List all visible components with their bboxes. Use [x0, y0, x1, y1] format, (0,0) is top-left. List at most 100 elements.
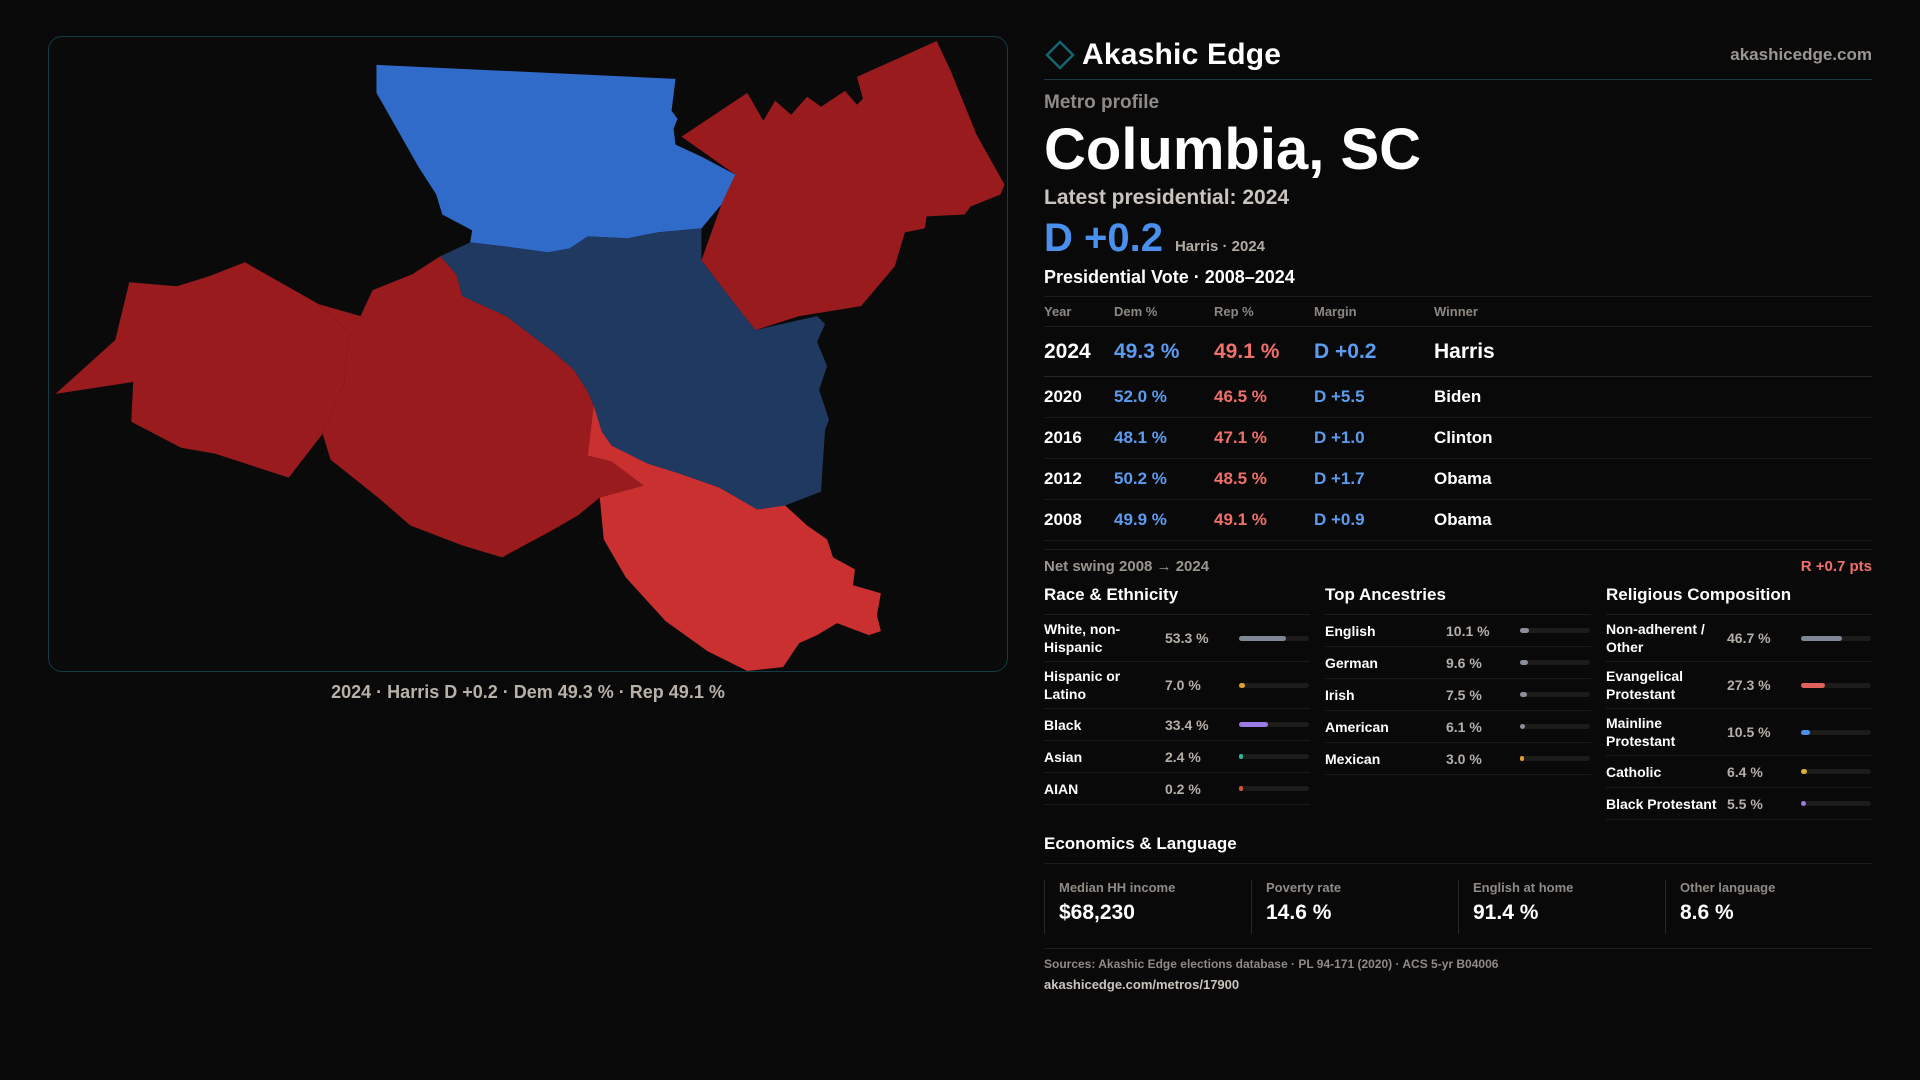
margin-note: Harris · 2024 [1174, 238, 1266, 255]
econ-card-english: English at home 91.4 % [1458, 880, 1665, 934]
brand-header: Akashic Edge akashicedge.com [1044, 30, 1872, 80]
economics-cards: Median HH income $68,230 Poverty rate 14… [1044, 880, 1872, 934]
item-value: 2.4 % [1165, 748, 1201, 765]
share-bar-fill [1239, 786, 1243, 791]
margin-value: D +0.2 [1044, 216, 1163, 260]
col-rep: Rep % [1214, 296, 1314, 327]
list-item: Mainline Protestant 10.5 % [1606, 709, 1872, 756]
econ-value: 8.6 % [1680, 901, 1734, 924]
table-row: 2016 48.1 % 47.1 % D +1.0 Clinton [1044, 417, 1872, 459]
county-northeast[interactable] [681, 40, 1005, 331]
cell-dem: 49.9 % [1114, 499, 1214, 541]
econ-label: Other language [1680, 880, 1776, 895]
cell-margin: D +0.2 [1314, 326, 1434, 377]
cell-winner: Harris [1434, 326, 1872, 377]
share-bar [1239, 722, 1309, 727]
econ-card-income: Median HH income $68,230 [1044, 880, 1251, 934]
item-label: Hispanic or Latino [1044, 668, 1121, 702]
cell-dem: 49.3 % [1114, 326, 1214, 377]
item-label: Black [1044, 716, 1082, 733]
religion-title: Religious Composition [1606, 585, 1872, 615]
share-bar [1801, 801, 1871, 806]
cell-rep: 49.1 % [1214, 326, 1314, 377]
col-winner: Winner [1434, 296, 1872, 327]
item-value: 10.1 % [1446, 622, 1490, 639]
brand-url[interactable]: akashicedge.com [1730, 44, 1872, 64]
sources-url[interactable]: akashicedge.com/metros/17900 [1044, 977, 1240, 992]
cell-margin: D +1.7 [1314, 458, 1434, 500]
county-north[interactable] [376, 64, 736, 253]
cell-winner: Obama [1434, 499, 1872, 541]
county-south[interactable] [587, 405, 881, 671]
county-central[interactable] [440, 228, 830, 510]
item-label: White, non-Hispanic [1044, 621, 1121, 655]
list-item: Mexican 3.0 % [1325, 743, 1591, 775]
econ-label: English at home [1473, 880, 1574, 895]
county-southwest[interactable] [318, 256, 644, 558]
econ-value: 91.4 % [1473, 901, 1539, 924]
item-label: English [1325, 622, 1376, 639]
item-label: Mainline Protestant [1606, 715, 1676, 749]
item-value: 0.2 % [1165, 780, 1201, 797]
share-bar-fill [1801, 635, 1842, 641]
share-bar-fill [1239, 722, 1269, 727]
share-bar-fill [1239, 682, 1246, 688]
list-item: Irish 7.5 % [1325, 679, 1591, 711]
share-bar-fill [1239, 635, 1286, 641]
item-value: 5.5 % [1727, 795, 1763, 812]
race-title: Race & Ethnicity [1044, 585, 1310, 615]
vote-section-title: Presidential Vote · 2008–2024 [1044, 267, 1295, 287]
share-bar [1520, 628, 1590, 633]
share-bar [1239, 754, 1309, 759]
cell-year: 2012 [1044, 458, 1114, 500]
race-ethnicity-section: Race & Ethnicity White, non-Hispanic 53.3… [1044, 585, 1310, 820]
col-margin: Margin [1314, 296, 1434, 327]
list-item: Evangelical Protestant 27.3 % [1606, 662, 1872, 709]
item-value: 6.4 % [1727, 763, 1763, 780]
county-map-svg [55, 40, 1005, 671]
econ-label: Median HH income [1059, 880, 1176, 895]
share-bar [1801, 682, 1871, 688]
table-row: 2012 50.2 % 48.5 % D +1.7 Obama [1044, 458, 1872, 500]
cell-rep: 48.5 % [1214, 458, 1314, 500]
cell-margin: D +1.0 [1314, 417, 1434, 459]
item-label: AIAN [1044, 780, 1079, 797]
share-bar [1239, 635, 1309, 641]
share-bar-fill [1520, 756, 1524, 761]
col-dem: Dem % [1114, 296, 1214, 327]
item-value: 53.3 % [1165, 630, 1209, 646]
table-row: 2008 49.9 % 49.1 % D +0.9 Obama [1044, 499, 1872, 541]
cell-winner: Obama [1434, 458, 1872, 500]
item-label: German [1325, 654, 1378, 671]
list-item: Black Protestant 5.5 % [1606, 788, 1872, 820]
ancestry-title: Top Ancestries [1325, 585, 1591, 615]
religion-section: Religious Composition Non-adherent / Oth… [1606, 585, 1872, 820]
cell-winner: Biden [1434, 376, 1872, 418]
list-item: English 10.1 % [1325, 615, 1591, 647]
swing-value: R +0.7 pts [1800, 558, 1872, 575]
metro-map[interactable] [48, 36, 1008, 672]
item-value: 46.7 % [1727, 630, 1771, 646]
cell-dem: 52.0 % [1114, 376, 1214, 418]
item-value: 27.3 % [1727, 677, 1771, 693]
latest-margin: D +0.2 Harris · 2024 [1044, 216, 1872, 261]
cell-dem: 48.1 % [1114, 417, 1214, 459]
item-label: Catholic [1606, 763, 1662, 780]
item-value: 6.1 % [1446, 718, 1482, 735]
cell-year: 2024 [1044, 326, 1114, 377]
cell-rep: 46.5 % [1214, 376, 1314, 418]
col-year: Year [1044, 296, 1114, 327]
demographics: Race & Ethnicity White, non-Hispanic 53.3… [1044, 585, 1872, 820]
brand-name: Akashic Edge [1082, 37, 1282, 71]
item-value: 9.6 % [1446, 654, 1482, 671]
item-value: 3.0 % [1446, 750, 1482, 767]
item-value: 7.5 % [1446, 686, 1482, 703]
share-bar-fill [1801, 801, 1806, 806]
item-value: 33.4 % [1165, 716, 1209, 733]
share-bar [1520, 724, 1590, 729]
econ-value: 14.6 % [1266, 901, 1332, 924]
share-bar [1801, 769, 1871, 774]
list-item: Non-adherent / Other 46.7 % [1606, 615, 1872, 662]
county-west[interactable] [55, 262, 349, 478]
share-bar-fill [1239, 754, 1243, 759]
